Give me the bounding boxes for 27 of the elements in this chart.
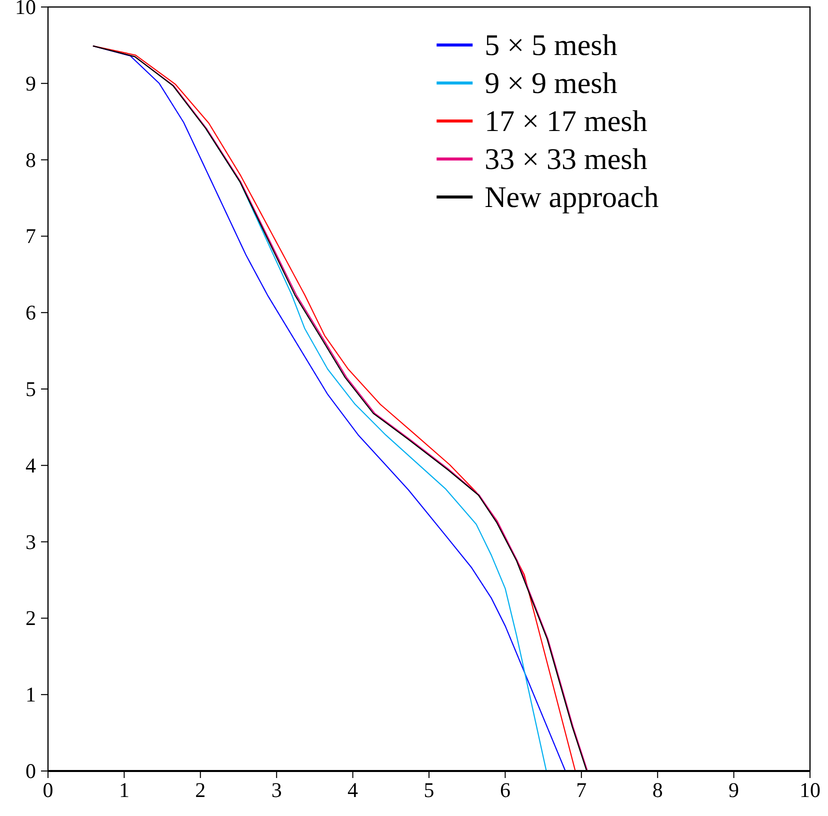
legend-label: 33 × 33 mesh xyxy=(484,143,648,176)
x-tick-label: 7 xyxy=(576,778,587,802)
y-tick-label: 1 xyxy=(26,682,36,707)
y-tick-label: 5 xyxy=(26,377,36,401)
y-tick-label: 3 xyxy=(26,530,36,554)
legend-label: 9 × 9 mesh xyxy=(484,67,618,100)
x-tick-label: 6 xyxy=(500,778,510,802)
legend-label: 5 × 5 mesh xyxy=(484,29,618,62)
y-tick-label: 10 xyxy=(15,0,36,19)
x-tick-label: 8 xyxy=(652,778,663,802)
x-tick-label: 2 xyxy=(195,778,206,802)
x-tick-label: 0 xyxy=(42,778,54,802)
y-tick-label: 4 xyxy=(26,453,36,478)
legend-label: 17 × 17 mesh xyxy=(484,105,648,138)
y-tick-label: 0 xyxy=(26,759,36,783)
x-tick-label: 1 xyxy=(118,778,130,802)
y-tick-label: 6 xyxy=(26,300,36,325)
legend-label: New approach xyxy=(484,181,659,214)
x-tick-label: 3 xyxy=(271,778,282,802)
y-tick-label: 9 xyxy=(26,71,36,96)
x-tick-label: 5 xyxy=(424,778,434,802)
y-tick-label: 7 xyxy=(26,224,36,248)
y-tick-label: 8 xyxy=(26,148,36,172)
x-tick-label: 4 xyxy=(348,778,359,802)
y-tick-label: 2 xyxy=(26,606,36,630)
x-tick-label: 9 xyxy=(728,778,740,802)
x-tick-label: 10 xyxy=(800,778,820,802)
